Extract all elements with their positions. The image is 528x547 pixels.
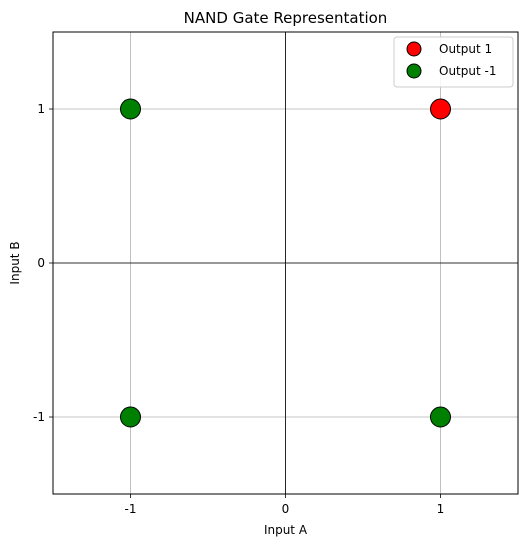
- legend-marker: [406, 41, 422, 57]
- legend-marker: [406, 63, 422, 79]
- axis-ticks: -1 0 1 -1 0 1: [33, 102, 444, 516]
- data-points: [120, 98, 451, 428]
- legend-label: Output 1: [439, 42, 492, 56]
- y-axis-label: Input B: [8, 241, 22, 284]
- legend-label: Output -1: [439, 64, 496, 78]
- x-axis-label: Input A: [264, 523, 308, 537]
- y-tick-label: -1: [33, 410, 45, 424]
- x-tick-label: 1: [437, 502, 445, 516]
- data-point: [430, 406, 451, 428]
- chart-title: NAND Gate Representation: [184, 9, 388, 27]
- y-tick-label: 0: [37, 256, 45, 270]
- x-tick-label: -1: [125, 502, 137, 516]
- legend: Output 1 Output -1: [393, 36, 514, 88]
- data-point: [120, 98, 141, 120]
- zero-lines: [53, 32, 518, 494]
- data-point: [430, 98, 451, 120]
- x-tick-label: 0: [282, 502, 290, 516]
- data-point: [120, 406, 141, 428]
- y-tick-label: 1: [37, 102, 45, 116]
- legend-box: [393, 36, 514, 88]
